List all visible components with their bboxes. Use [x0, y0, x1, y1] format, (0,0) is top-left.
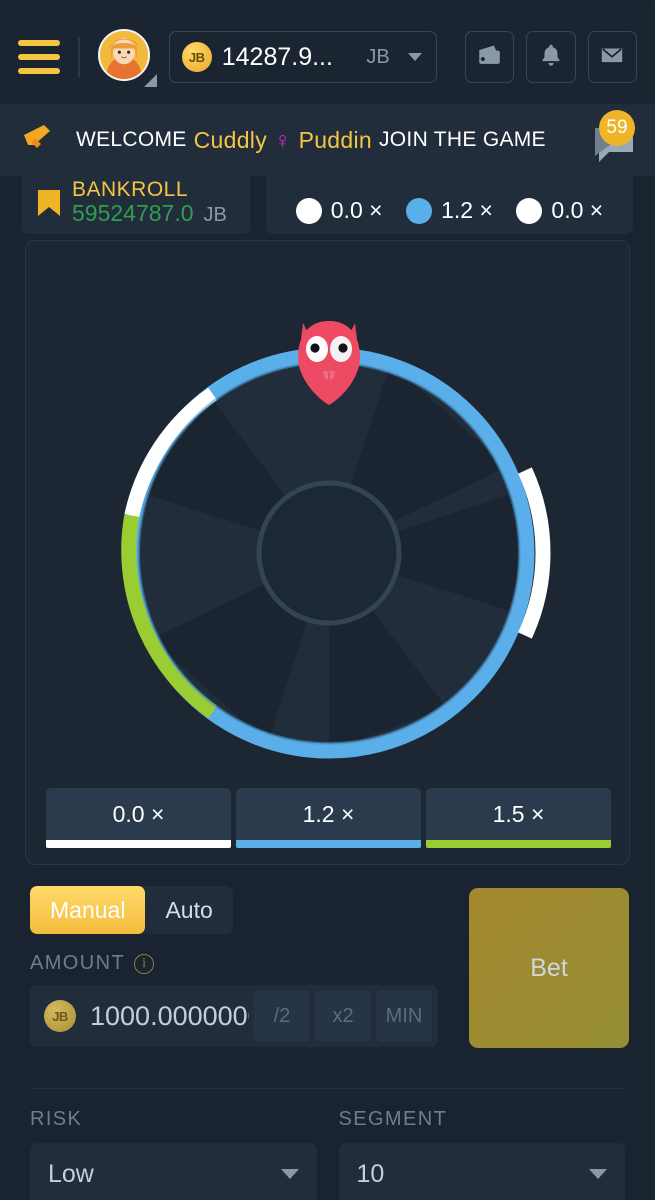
min-amount-button[interactable]: MIN: [376, 990, 432, 1042]
result-color-dot: [295, 197, 322, 224]
segment-value: 10: [356, 1159, 385, 1188]
divider: [77, 37, 80, 77]
result-multiplier: 0.0 ×: [330, 197, 383, 223]
mode-tabs: Manual Auto: [30, 886, 233, 934]
risk-value: Low: [48, 1159, 94, 1188]
multiplier-bar-label: 0.0 ×: [112, 800, 165, 827]
bankroll-results-strip: BANKROLL 59524787.0 JB 0.0 × 1.2 × 0.0 ×: [0, 168, 655, 234]
game-settings: RISK Low SEGMENT 10: [0, 1108, 655, 1200]
double-amount-button[interactable]: x2: [315, 990, 371, 1042]
wheel-arc-white-right: [517, 467, 550, 639]
wheel-hub-ring: [256, 480, 401, 626]
chat-unread-badge: 59: [599, 110, 635, 146]
multiplier-bar-2[interactable]: 1.5 ×: [426, 788, 611, 848]
avatar-image: [97, 29, 150, 81]
jb-coin-icon: JB: [44, 1000, 76, 1032]
welcome-banner: WELCOME Cuddly ♀ Puddin JOIN THE GAME 59: [0, 104, 655, 176]
wheel-panel: 0.0 × 1.2 × 1.5 ×: [25, 240, 630, 865]
info-icon[interactable]: i: [134, 953, 155, 974]
chat-bubble-icon: [591, 128, 637, 168]
divider: [30, 1088, 625, 1089]
wheel-graphic: [26, 263, 631, 783]
segment-select[interactable]: 10: [338, 1143, 625, 1200]
balance-selector[interactable]: JB 14287.9... JB: [168, 31, 437, 83]
amount-input[interactable]: [90, 1000, 249, 1032]
segment-group: SEGMENT 10: [338, 1108, 625, 1200]
chat-toggle-button[interactable]: 59: [591, 110, 637, 164]
join-the-game-text: JOIN THE GAME: [379, 128, 546, 151]
chevron-down-icon: [280, 1169, 299, 1179]
balance-amount: 14287.9...: [221, 42, 333, 71]
multiplier-bar-color: [236, 840, 421, 848]
halve-amount-button[interactable]: /2: [254, 990, 310, 1042]
tab-auto[interactable]: Auto: [165, 896, 213, 923]
chevron-down-icon: [589, 1169, 607, 1179]
bankroll-label: BANKROLL: [72, 177, 189, 201]
chevron-down-icon[interactable]: [407, 53, 422, 61]
megaphone-icon: [22, 123, 60, 158]
multiplier-bar-0[interactable]: 0.0 ×: [46, 788, 231, 848]
bookmark-icon: [36, 188, 62, 223]
wheel-hub: [258, 483, 399, 623]
wallet-icon: [476, 42, 502, 73]
wallet-button[interactable]: [464, 31, 515, 83]
player-last-name: Puddin: [298, 126, 372, 153]
wheel-svg: [120, 321, 550, 759]
recent-results-list: 0.0 × 1.2 × 0.0 ×: [266, 168, 633, 234]
list-item[interactable]: 0.0 ×: [295, 197, 383, 224]
result-multiplier: 0.0 ×: [551, 197, 604, 223]
notifications-button[interactable]: [526, 31, 576, 83]
messages-button[interactable]: [587, 31, 637, 83]
risk-select[interactable]: Low: [30, 1143, 317, 1200]
gender-icon: ♀: [274, 126, 292, 153]
banner-message: WELCOME Cuddly ♀ Puddin JOIN THE GAME: [76, 127, 546, 154]
hamburger-menu-icon[interactable]: [18, 40, 60, 74]
bell-icon: [538, 42, 564, 73]
devil-owl-pointer-icon: [297, 321, 360, 405]
multiplier-bars: 0.0 × 1.2 × 1.5 ×: [46, 788, 611, 848]
multiplier-bar-1[interactable]: 1.2 ×: [236, 788, 421, 848]
amount-label-row: AMOUNT i: [30, 952, 155, 975]
avatar-dropdown-caret-icon[interactable]: [143, 74, 157, 87]
list-item[interactable]: 1.2 ×: [406, 197, 493, 224]
risk-group: RISK Low: [30, 1108, 317, 1200]
balance-currency: JB: [366, 45, 390, 68]
segment-label: SEGMENT: [338, 1108, 448, 1130]
bankroll-currency: JB: [203, 204, 227, 226]
result-multiplier: 1.2 ×: [441, 197, 493, 223]
bankroll-value: 59524787.0: [72, 200, 194, 226]
multiplier-bar-label: 1.2 ×: [302, 800, 355, 827]
multiplier-bar-label: 1.5 ×: [492, 800, 545, 827]
wheel-arc-green: [120, 514, 217, 719]
bet-button[interactable]: Bet: [469, 888, 629, 1048]
jb-coin-icon: JB: [181, 42, 212, 72]
player-first-name: Cuddly: [193, 126, 268, 153]
envelope-icon: [599, 42, 625, 73]
risk-label: RISK: [30, 1108, 83, 1130]
wheel-arc-white-left: [123, 387, 217, 518]
amount-input-row: JB /2 x2 MIN: [30, 985, 438, 1047]
avatar[interactable]: [97, 29, 157, 87]
list-item[interactable]: 0.0 ×: [516, 197, 603, 224]
tab-manual[interactable]: Manual: [30, 886, 146, 934]
welcome-word: WELCOME: [76, 128, 187, 151]
multiplier-bar-color: [46, 840, 231, 848]
result-color-dot: [406, 197, 433, 224]
bankroll-panel[interactable]: BANKROLL 59524787.0 JB: [22, 168, 250, 234]
top-navigation-bar: JB 14287.9... JB: [0, 10, 655, 104]
amount-label: AMOUNT: [30, 952, 126, 974]
result-color-dot: [516, 197, 543, 224]
multiplier-bar-color: [426, 840, 611, 848]
